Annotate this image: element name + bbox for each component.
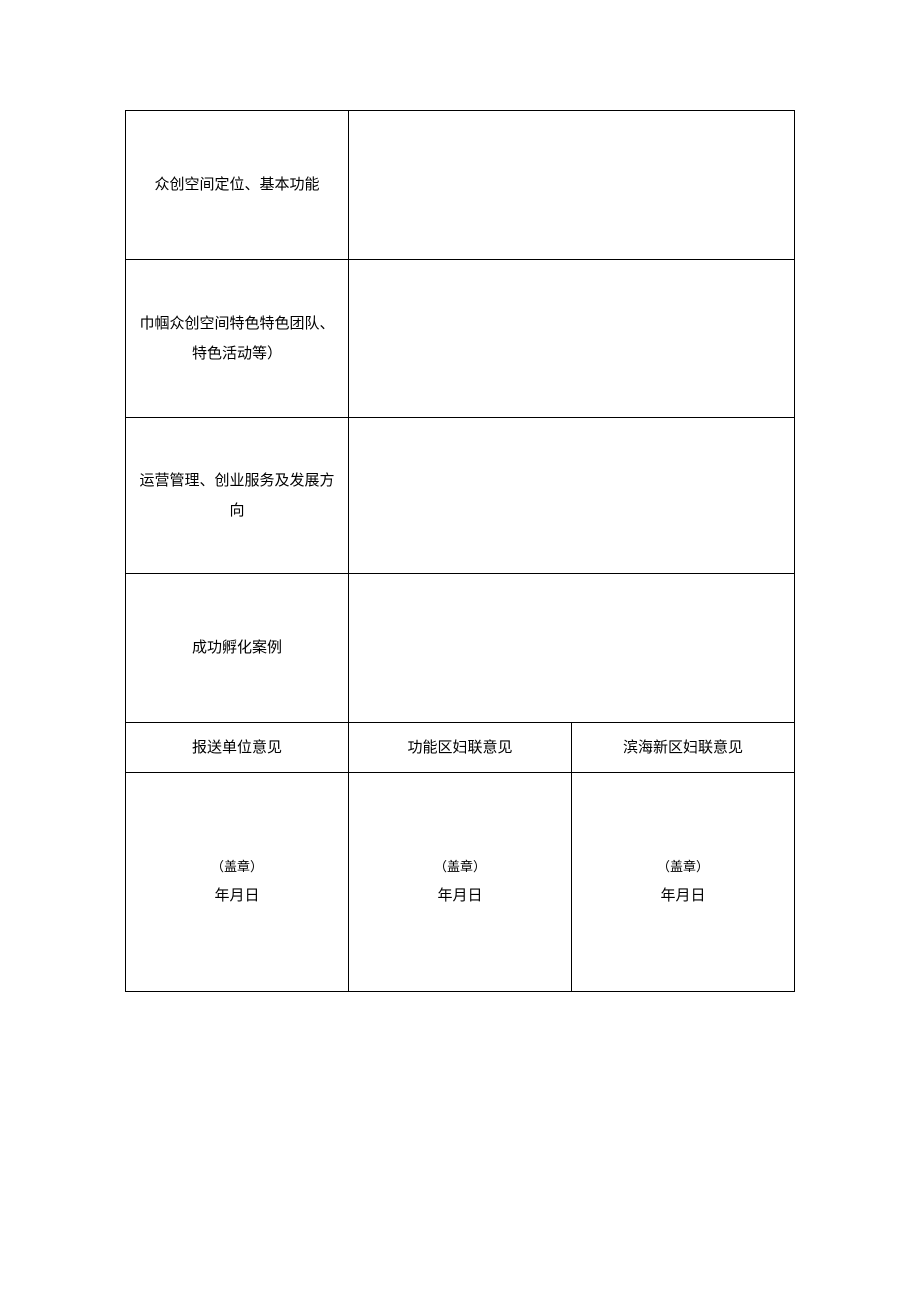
date-label: 年月日 <box>134 881 340 911</box>
row-label-positioning: 众创空间定位、基本功能 <box>126 111 349 260</box>
opinion-header-submit-unit: 报送单位意见 <box>126 723 349 773</box>
opinion-header-functional-zone: 功能区妇联意见 <box>349 723 572 773</box>
date-label: 年月日 <box>580 881 786 911</box>
opinion-header-row: 报送单位意见 功能区妇联意见 滨海新区妇联意见 <box>126 723 795 773</box>
opinion-cell-functional-zone: （盖章） 年月日 <box>349 773 572 992</box>
table-row: 运营管理、创业服务及发展方向 <box>126 418 795 574</box>
stamp-label: （盖章） <box>580 853 786 882</box>
row-label-operations: 运营管理、创业服务及发展方向 <box>126 418 349 574</box>
opinion-cell-binhai: （盖章） 年月日 <box>572 773 795 992</box>
row-value-operations <box>349 418 795 574</box>
table-row: 众创空间定位、基本功能 <box>126 111 795 260</box>
row-value-positioning <box>349 111 795 260</box>
row-value-cases <box>349 574 795 723</box>
row-value-features <box>349 260 795 418</box>
stamp-label: （盖章） <box>357 853 563 882</box>
row-label-features: 巾帼众创空间特色特色团队、特色活动等） <box>126 260 349 418</box>
opinion-header-binhai: 滨海新区妇联意见 <box>572 723 795 773</box>
stamp-label: （盖章） <box>134 853 340 882</box>
date-label: 年月日 <box>357 881 563 911</box>
table-row: 巾帼众创空间特色特色团队、特色活动等） <box>126 260 795 418</box>
opinion-cell-submit-unit: （盖章） 年月日 <box>126 773 349 992</box>
opinion-body-row: （盖章） 年月日 （盖章） 年月日 （盖章） 年月日 <box>126 773 795 992</box>
row-label-cases: 成功孵化案例 <box>126 574 349 723</box>
application-form-table: 众创空间定位、基本功能 巾帼众创空间特色特色团队、特色活动等） 运营管理、创业服… <box>125 110 795 992</box>
table-row: 成功孵化案例 <box>126 574 795 723</box>
